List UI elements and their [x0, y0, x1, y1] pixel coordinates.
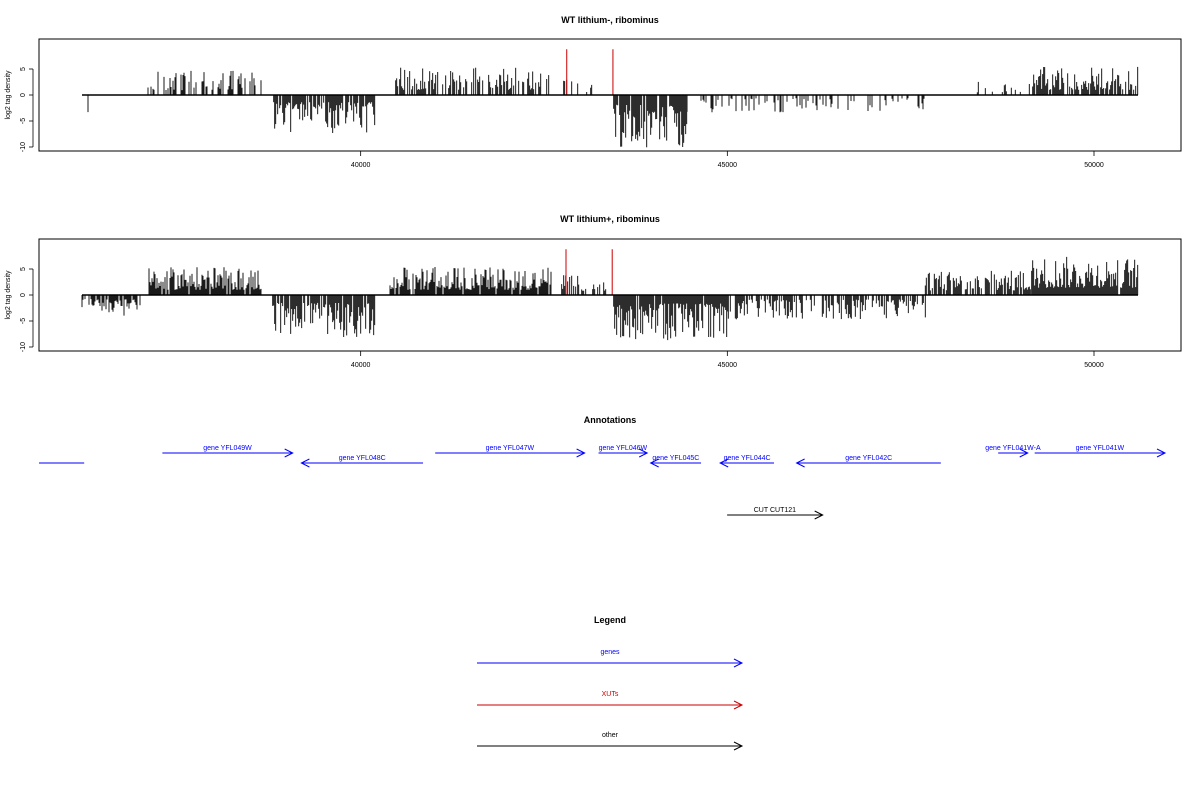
- panel-1-y-axis: -10 -5 0 5: [20, 67, 34, 152]
- arrowhead-right-icon: [1156, 448, 1167, 458]
- arrowhead-right-icon: [733, 741, 744, 751]
- legend-label: other: [602, 732, 619, 739]
- legend-label: XUTs: [602, 691, 619, 698]
- arrowhead-right-icon: [1019, 448, 1029, 458]
- y-tick-label: -5: [20, 118, 27, 124]
- annotations-title: Annotations: [584, 415, 637, 425]
- y-tick-label: -5: [20, 318, 27, 324]
- x-tick-label: 45000: [718, 162, 738, 169]
- annotation-feature: gene YFL047W: [435, 445, 586, 458]
- feature-label: gene YFL045C: [652, 455, 699, 462]
- panel-1-y-axis-label: log2 tag density: [5, 70, 12, 120]
- legend-panel: Legend genes XUTs other: [477, 615, 744, 751]
- panel-1-bars: [87, 49, 1139, 148]
- y-tick-label: 5: [20, 267, 27, 271]
- annotation-feature: gene YFL044C: [719, 455, 775, 468]
- panel-2-title: WT lithium+, ribominus: [560, 214, 660, 224]
- arrowhead-right-icon: [733, 700, 744, 710]
- arrowhead-right-icon: [638, 448, 649, 458]
- legend-item: XUTs: [477, 691, 744, 710]
- annotation-feature: gene YFL045C: [649, 455, 702, 468]
- arrowhead-right-icon: [284, 448, 294, 458]
- panel-2-plot-frame: [38, 238, 1182, 352]
- y-tick-label: -10: [20, 142, 27, 152]
- annotation-feature: CUT CUT121: [727, 507, 824, 520]
- legend-item: genes: [477, 649, 744, 668]
- annotation-feature: gene YFL049W: [162, 445, 294, 458]
- feature-label: gene YFL041W-A: [985, 445, 1041, 452]
- arrowhead-left-icon: [795, 458, 805, 468]
- y-tick-label: 5: [20, 67, 27, 71]
- arrowhead-left-icon: [300, 458, 310, 468]
- arrowhead-right-icon: [814, 510, 824, 520]
- arrowhead-left-icon: [649, 458, 659, 468]
- feature-label: gene YFL047W: [486, 445, 535, 452]
- panel-2-bars: [81, 249, 1139, 341]
- panel-1-plot-frame: [38, 38, 1182, 152]
- track-panel-1: WT lithium-, ribominus log2 tag density …: [5, 15, 1182, 169]
- x-tick-label: 45000: [718, 362, 738, 369]
- panel-2-y-axis-label: log2 tag density: [5, 270, 12, 320]
- x-tick-label: 40000: [351, 162, 371, 169]
- feature-label: gene YFL048C: [339, 455, 386, 462]
- annotation-feature: gene YFL046W: [598, 445, 649, 458]
- legend-label: genes: [600, 649, 620, 656]
- x-tick-label: 50000: [1084, 162, 1104, 169]
- legend-items: genes XUTs other: [477, 649, 744, 751]
- annotation-feature: gene YFL042C: [795, 455, 941, 468]
- legend-item: other: [477, 732, 744, 751]
- feature-label: CUT CUT121: [754, 507, 796, 514]
- arrowhead-right-icon: [733, 658, 744, 668]
- x-tick-label: 50000: [1084, 362, 1104, 369]
- feature-label: gene YFL041W: [1076, 445, 1125, 452]
- feature-label: gene YFL042C: [845, 455, 892, 462]
- panel-1-title: WT lithium-, ribominus: [561, 15, 659, 25]
- y-tick-label: 0: [20, 293, 27, 297]
- annotation-feature: gene YFL041W-A: [985, 445, 1041, 458]
- y-tick-label: -10: [20, 342, 27, 352]
- panel-1-x-axis: 40000 45000 50000: [351, 151, 1104, 169]
- feature-label: gene YFL049W: [203, 445, 252, 452]
- x-tick-label: 40000: [351, 362, 371, 369]
- arrowhead-left-icon: [719, 458, 729, 468]
- legend-title: Legend: [594, 615, 626, 625]
- panel-2-y-axis: -10 -5 0 5: [20, 267, 34, 352]
- annotation-feature: gene YFL041W: [1034, 445, 1167, 458]
- feature-label: gene YFL044C: [724, 455, 771, 462]
- arrowhead-right-icon: [576, 448, 586, 458]
- panel-2-x-axis: 40000 45000 50000: [351, 351, 1104, 369]
- annotation-feature: gene YFL048C: [300, 455, 424, 468]
- track-panel-2: WT lithium+, ribominus log2 tag density …: [5, 214, 1182, 369]
- annotation-features: gene YFL049W gene YFL048C gene YFL047W gene…: [39, 445, 1167, 520]
- feature-label: gene YFL046W: [599, 445, 648, 452]
- y-tick-label: 0: [20, 93, 27, 97]
